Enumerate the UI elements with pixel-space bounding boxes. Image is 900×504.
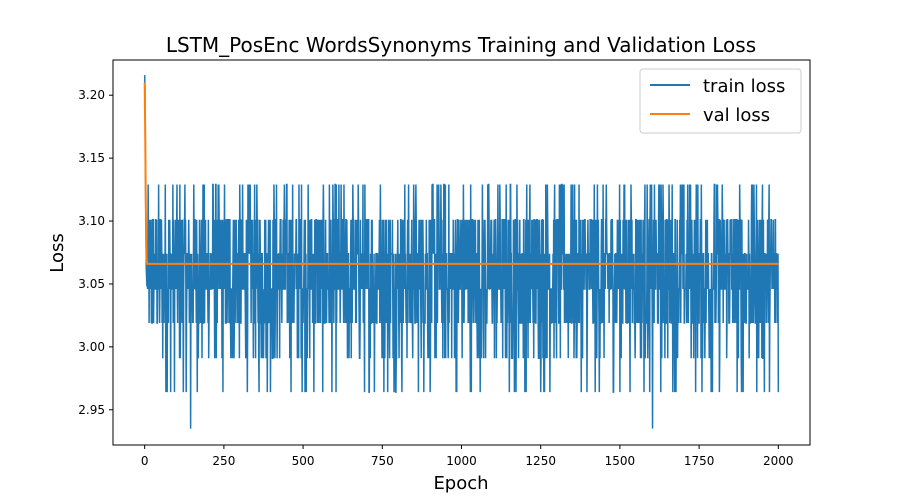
x-tick-label: 250 bbox=[212, 454, 235, 468]
legend-label-train-loss: train loss bbox=[703, 76, 785, 97]
y-tick-label: 3.05 bbox=[78, 277, 105, 291]
y-tick-label: 3.15 bbox=[78, 151, 105, 165]
x-tick-label: 1500 bbox=[605, 454, 636, 468]
y-tick-label: 3.20 bbox=[78, 88, 105, 102]
series-layer bbox=[143, 75, 780, 429]
chart-title: LSTM_PosEnc WordsSynonyms Training and V… bbox=[166, 33, 756, 57]
y-axis: 2.95 3.00 3.05 3.10 3.15 3.20 bbox=[78, 88, 113, 417]
x-tick-label: 500 bbox=[292, 454, 315, 468]
x-tick-label: 2000 bbox=[763, 454, 794, 468]
x-tick-label: 0 bbox=[141, 454, 149, 468]
series-line-val-loss bbox=[143, 82, 779, 265]
y-axis-label: Loss bbox=[47, 233, 68, 272]
y-tick-label: 3.10 bbox=[78, 214, 105, 228]
x-tick-label: 1000 bbox=[446, 454, 477, 468]
x-axis: 0 250 500 750 1000 1250 1500 1750 2000 bbox=[141, 445, 794, 468]
x-tick-label: 1250 bbox=[525, 454, 556, 468]
x-tick-label: 1750 bbox=[684, 454, 715, 468]
legend-label-val-loss: val loss bbox=[703, 105, 770, 126]
x-tick-label: 750 bbox=[371, 454, 394, 468]
legend: train loss val loss bbox=[639, 68, 802, 134]
x-axis-label: Epoch bbox=[433, 473, 488, 494]
series-line-train-loss bbox=[143, 75, 780, 429]
y-tick-label: 3.00 bbox=[78, 340, 105, 354]
y-tick-label: 2.95 bbox=[78, 403, 105, 417]
